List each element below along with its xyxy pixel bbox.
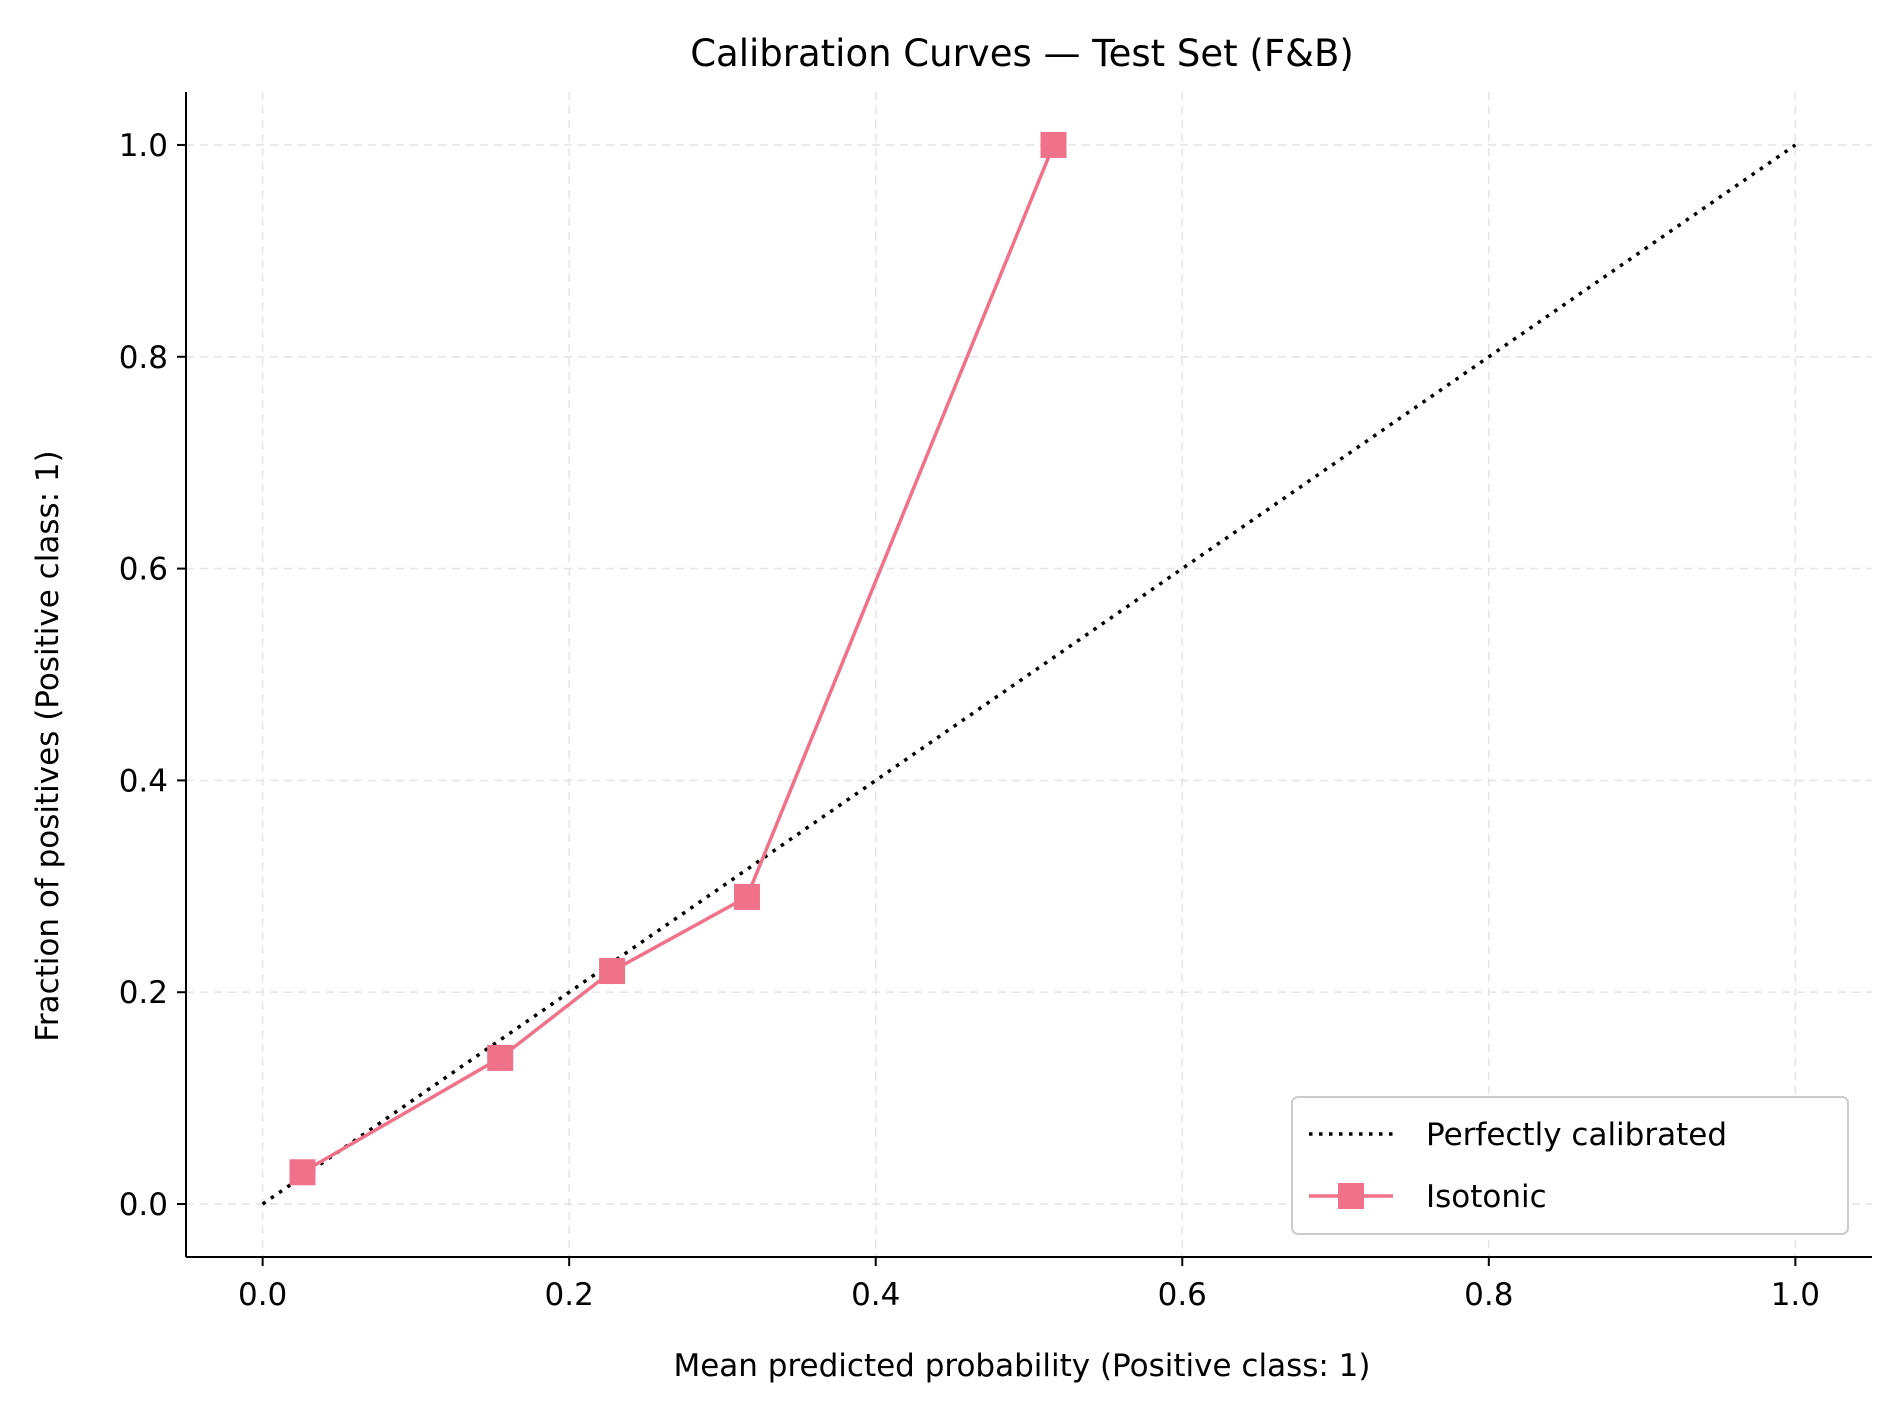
y-tick-label: 0.2 — [119, 975, 168, 1011]
series-line-perfectly-calibrated — [261, 143, 1797, 1206]
y-tick-label: 0.8 — [119, 340, 168, 376]
x-tick-label: 0.0 — [238, 1277, 287, 1313]
y-tick-label: 0.0 — [119, 1187, 168, 1223]
data-point-isotonic — [599, 958, 626, 985]
y-tick-label: 0.4 — [119, 763, 168, 799]
x-axis-title: Mean predicted probability (Positive cla… — [673, 1348, 1370, 1384]
x-tick-label: 0.2 — [545, 1277, 594, 1313]
chart-title: Calibration Curves — Test Set (F&B) — [690, 32, 1354, 75]
data-point-isotonic — [1040, 131, 1067, 158]
tick-labels: 0.0 0.2 0.4 0.6 0.8 1.0 0.0 0.2 0.4 0.6 0.8 1.0 — [119, 128, 1820, 1313]
legend-box — [1291, 1096, 1849, 1235]
data-point-isotonic — [733, 883, 760, 910]
axes — [177, 92, 1872, 1266]
x-tick-label: 0.4 — [851, 1277, 900, 1313]
x-tick-label: 1.0 — [1771, 1277, 1820, 1313]
data-point-isotonic — [487, 1044, 514, 1071]
x-tick-label: 0.6 — [1158, 1277, 1207, 1313]
legend: Perfectly calibrated Isotonic — [1291, 1096, 1849, 1235]
legend-label-perfectly-calibrated: Perfectly calibrated — [1426, 1117, 1727, 1153]
y-tick-label: 1.0 — [119, 128, 168, 164]
grid-lines — [186, 92, 1872, 1257]
y-axis-title: Fraction of positives (Positive class: 1… — [30, 450, 66, 1041]
legend-label-isotonic: Isotonic — [1426, 1179, 1547, 1215]
x-tick-label: 0.8 — [1464, 1277, 1513, 1313]
y-tick-label: 0.6 — [119, 552, 168, 588]
legend-marker-isotonic — [1338, 1183, 1364, 1209]
data-point-isotonic — [289, 1159, 316, 1186]
plot-series — [261, 131, 1797, 1206]
series-line-isotonic — [301, 144, 1056, 1174]
